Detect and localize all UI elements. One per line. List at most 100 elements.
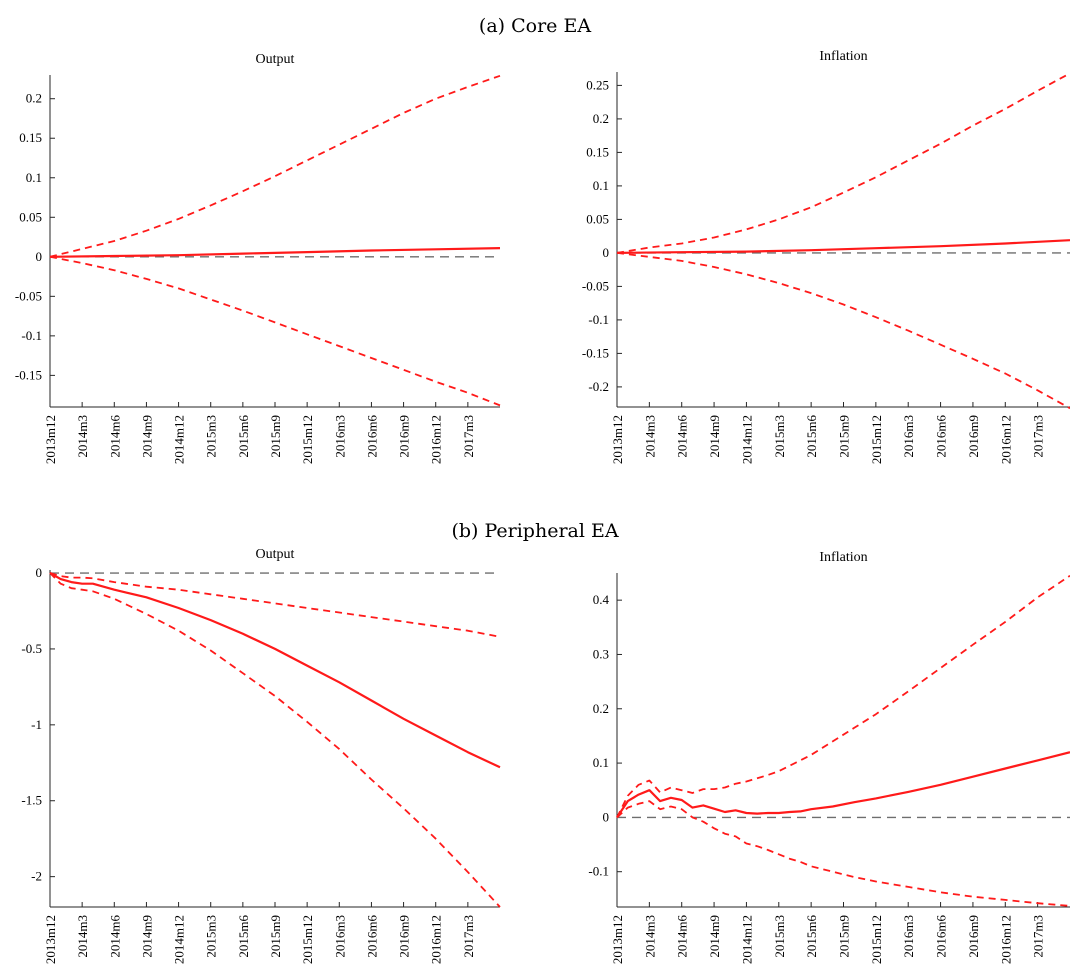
series-line-confidence-band bbox=[616, 574, 1070, 818]
y-tick-label: -0.5 bbox=[21, 641, 42, 656]
x-tick-label: 2014m6 bbox=[107, 415, 122, 458]
x-tick-label: 2014m12 bbox=[172, 915, 187, 964]
y-tick-label: 0.25 bbox=[586, 77, 609, 92]
x-tick-label: 2016m12 bbox=[998, 915, 1013, 964]
y-tick-label: -0.05 bbox=[15, 288, 42, 303]
y-tick-label: 0.4 bbox=[593, 592, 610, 607]
x-tick-label: 2016m9 bbox=[397, 415, 412, 458]
x-tick-label: 2015m9 bbox=[268, 915, 283, 958]
y-tick-label: -0.1 bbox=[21, 328, 42, 343]
panel-b-title: (b) Peripheral EA bbox=[451, 520, 618, 542]
x-tick-label: 2014m3 bbox=[75, 415, 90, 458]
x-tick-label: 2015m9 bbox=[268, 415, 283, 458]
x-tick-label: 2016m3 bbox=[901, 415, 916, 458]
y-tick-label: -0.05 bbox=[582, 278, 609, 293]
y-tick-label: 0.15 bbox=[586, 144, 609, 159]
x-tick-label: 2014m9 bbox=[139, 915, 154, 958]
y-tick-label: 0.15 bbox=[19, 130, 42, 145]
plot-title: Output bbox=[256, 547, 295, 562]
y-tick-label: 0.05 bbox=[586, 211, 609, 226]
series-line-confidence-band bbox=[49, 572, 501, 638]
y-tick-label: -0.15 bbox=[582, 345, 609, 360]
plot-title: Inflation bbox=[819, 550, 867, 565]
y-tick-label: -0.1 bbox=[588, 312, 609, 327]
x-tick-label: 2015m12 bbox=[300, 915, 315, 964]
x-tick-label: 2014m12 bbox=[172, 415, 187, 464]
x-tick-label: 2015m6 bbox=[236, 415, 251, 458]
x-tick-label: 2014m3 bbox=[642, 415, 657, 458]
x-tick-label: 2014m12 bbox=[739, 415, 754, 464]
plot-0: Output -0.15 -0.1 -0.05 0 0.05 0.1 0.15 0.2 2013m… bbox=[15, 52, 501, 464]
x-tick-label: 2014m9 bbox=[707, 415, 722, 458]
y-tick-label: 0 bbox=[603, 809, 610, 824]
x-tick-label: 2017m3 bbox=[1031, 415, 1046, 458]
x-tick-label: 2015m6 bbox=[804, 415, 819, 458]
series-line-point-estimate bbox=[616, 239, 1070, 254]
x-tick-label: 2013m12 bbox=[43, 915, 58, 964]
x-tick-label: 2016m3 bbox=[901, 915, 916, 958]
y-tick-label: -0.1 bbox=[588, 864, 609, 879]
x-tick-label: 2016m12 bbox=[429, 415, 444, 464]
x-tick-label: 2013m12 bbox=[610, 915, 625, 964]
x-tick-label: 2013m12 bbox=[610, 415, 625, 464]
x-tick-label: 2016m3 bbox=[332, 915, 347, 958]
x-tick-label: 2016m6 bbox=[934, 915, 949, 958]
x-tick-label: 2016m9 bbox=[966, 415, 981, 458]
x-tick-label: 2016m9 bbox=[966, 915, 981, 958]
series-line-confidence-band bbox=[49, 255, 501, 407]
x-tick-label: 2015m9 bbox=[837, 415, 852, 458]
x-tick-label: 2016m6 bbox=[364, 415, 379, 458]
x-tick-label: 2017m3 bbox=[461, 415, 476, 458]
x-tick-label: 2016m9 bbox=[397, 915, 412, 958]
plot-title: Inflation bbox=[819, 49, 867, 64]
series-line-point-estimate bbox=[49, 247, 501, 258]
x-tick-label: 2015m6 bbox=[804, 915, 819, 958]
y-tick-label: 0.3 bbox=[593, 646, 609, 661]
series-line-confidence-band bbox=[616, 72, 1070, 254]
x-tick-label: 2015m3 bbox=[204, 415, 219, 458]
x-tick-label: 2014m6 bbox=[675, 415, 690, 458]
plot-2: Output -2 -1.5 -1 -0.5 0 2013m12 2014m3 2014m6 20… bbox=[21, 547, 501, 964]
y-tick-label: 0.1 bbox=[26, 170, 42, 185]
x-tick-label: 2016m12 bbox=[998, 415, 1013, 464]
x-tick-label: 2017m3 bbox=[461, 915, 476, 958]
y-tick-label: -0.15 bbox=[15, 367, 42, 382]
x-tick-label: 2014m9 bbox=[139, 415, 154, 458]
x-tick-label: 2015m12 bbox=[869, 415, 884, 464]
x-tick-label: 2014m6 bbox=[107, 915, 122, 958]
y-tick-label: 0.2 bbox=[593, 701, 609, 716]
x-tick-label: 2016m6 bbox=[364, 915, 379, 958]
plot-3: Inflation -0.1 0 0.1 0.2 0.3 0.4 2013m12 2014m3 2… bbox=[588, 550, 1070, 964]
plots: Output -0.15 -0.1 -0.05 0 0.05 0.1 0.15 0.2 2013m… bbox=[15, 49, 1070, 964]
x-tick-label: 2015m3 bbox=[772, 915, 787, 958]
x-tick-label: 2015m3 bbox=[772, 415, 787, 458]
plot-title: Output bbox=[256, 52, 295, 67]
y-tick-label: -2 bbox=[31, 869, 42, 884]
x-tick-label: 2014m3 bbox=[75, 915, 90, 958]
x-tick-label: 2015m9 bbox=[837, 915, 852, 958]
x-tick-label: 2015m6 bbox=[236, 915, 251, 958]
series-line-confidence-band bbox=[49, 74, 501, 258]
x-tick-label: 2013m12 bbox=[43, 415, 58, 464]
y-tick-label: 0.1 bbox=[593, 178, 609, 193]
y-tick-label: 0 bbox=[603, 245, 610, 260]
x-tick-label: 2015m12 bbox=[300, 415, 315, 464]
plot-1: Inflation -0.2 -0.15 -0.1 -0.05 0 0.05 0.1 0.15 0… bbox=[582, 49, 1070, 464]
x-tick-label: 2014m6 bbox=[675, 915, 690, 958]
x-tick-label: 2015m12 bbox=[869, 915, 884, 964]
x-tick-label: 2016m12 bbox=[429, 915, 444, 964]
x-tick-label: 2016m3 bbox=[332, 415, 347, 458]
x-tick-label: 2014m9 bbox=[707, 915, 722, 958]
series-line-confidence-band bbox=[616, 252, 1070, 410]
y-tick-label: 0.1 bbox=[593, 755, 609, 770]
x-tick-label: 2015m3 bbox=[204, 915, 219, 958]
y-tick-label: 0 bbox=[36, 249, 43, 264]
y-tick-label: 0 bbox=[36, 565, 43, 580]
y-tick-label: -1.5 bbox=[21, 793, 42, 808]
x-tick-label: 2017m3 bbox=[1031, 915, 1046, 958]
x-tick-label: 2014m12 bbox=[739, 915, 754, 964]
y-tick-label: -0.2 bbox=[588, 379, 609, 394]
panel-a-title: (a) Core EA bbox=[479, 15, 591, 37]
x-tick-label: 2016m6 bbox=[934, 415, 949, 458]
